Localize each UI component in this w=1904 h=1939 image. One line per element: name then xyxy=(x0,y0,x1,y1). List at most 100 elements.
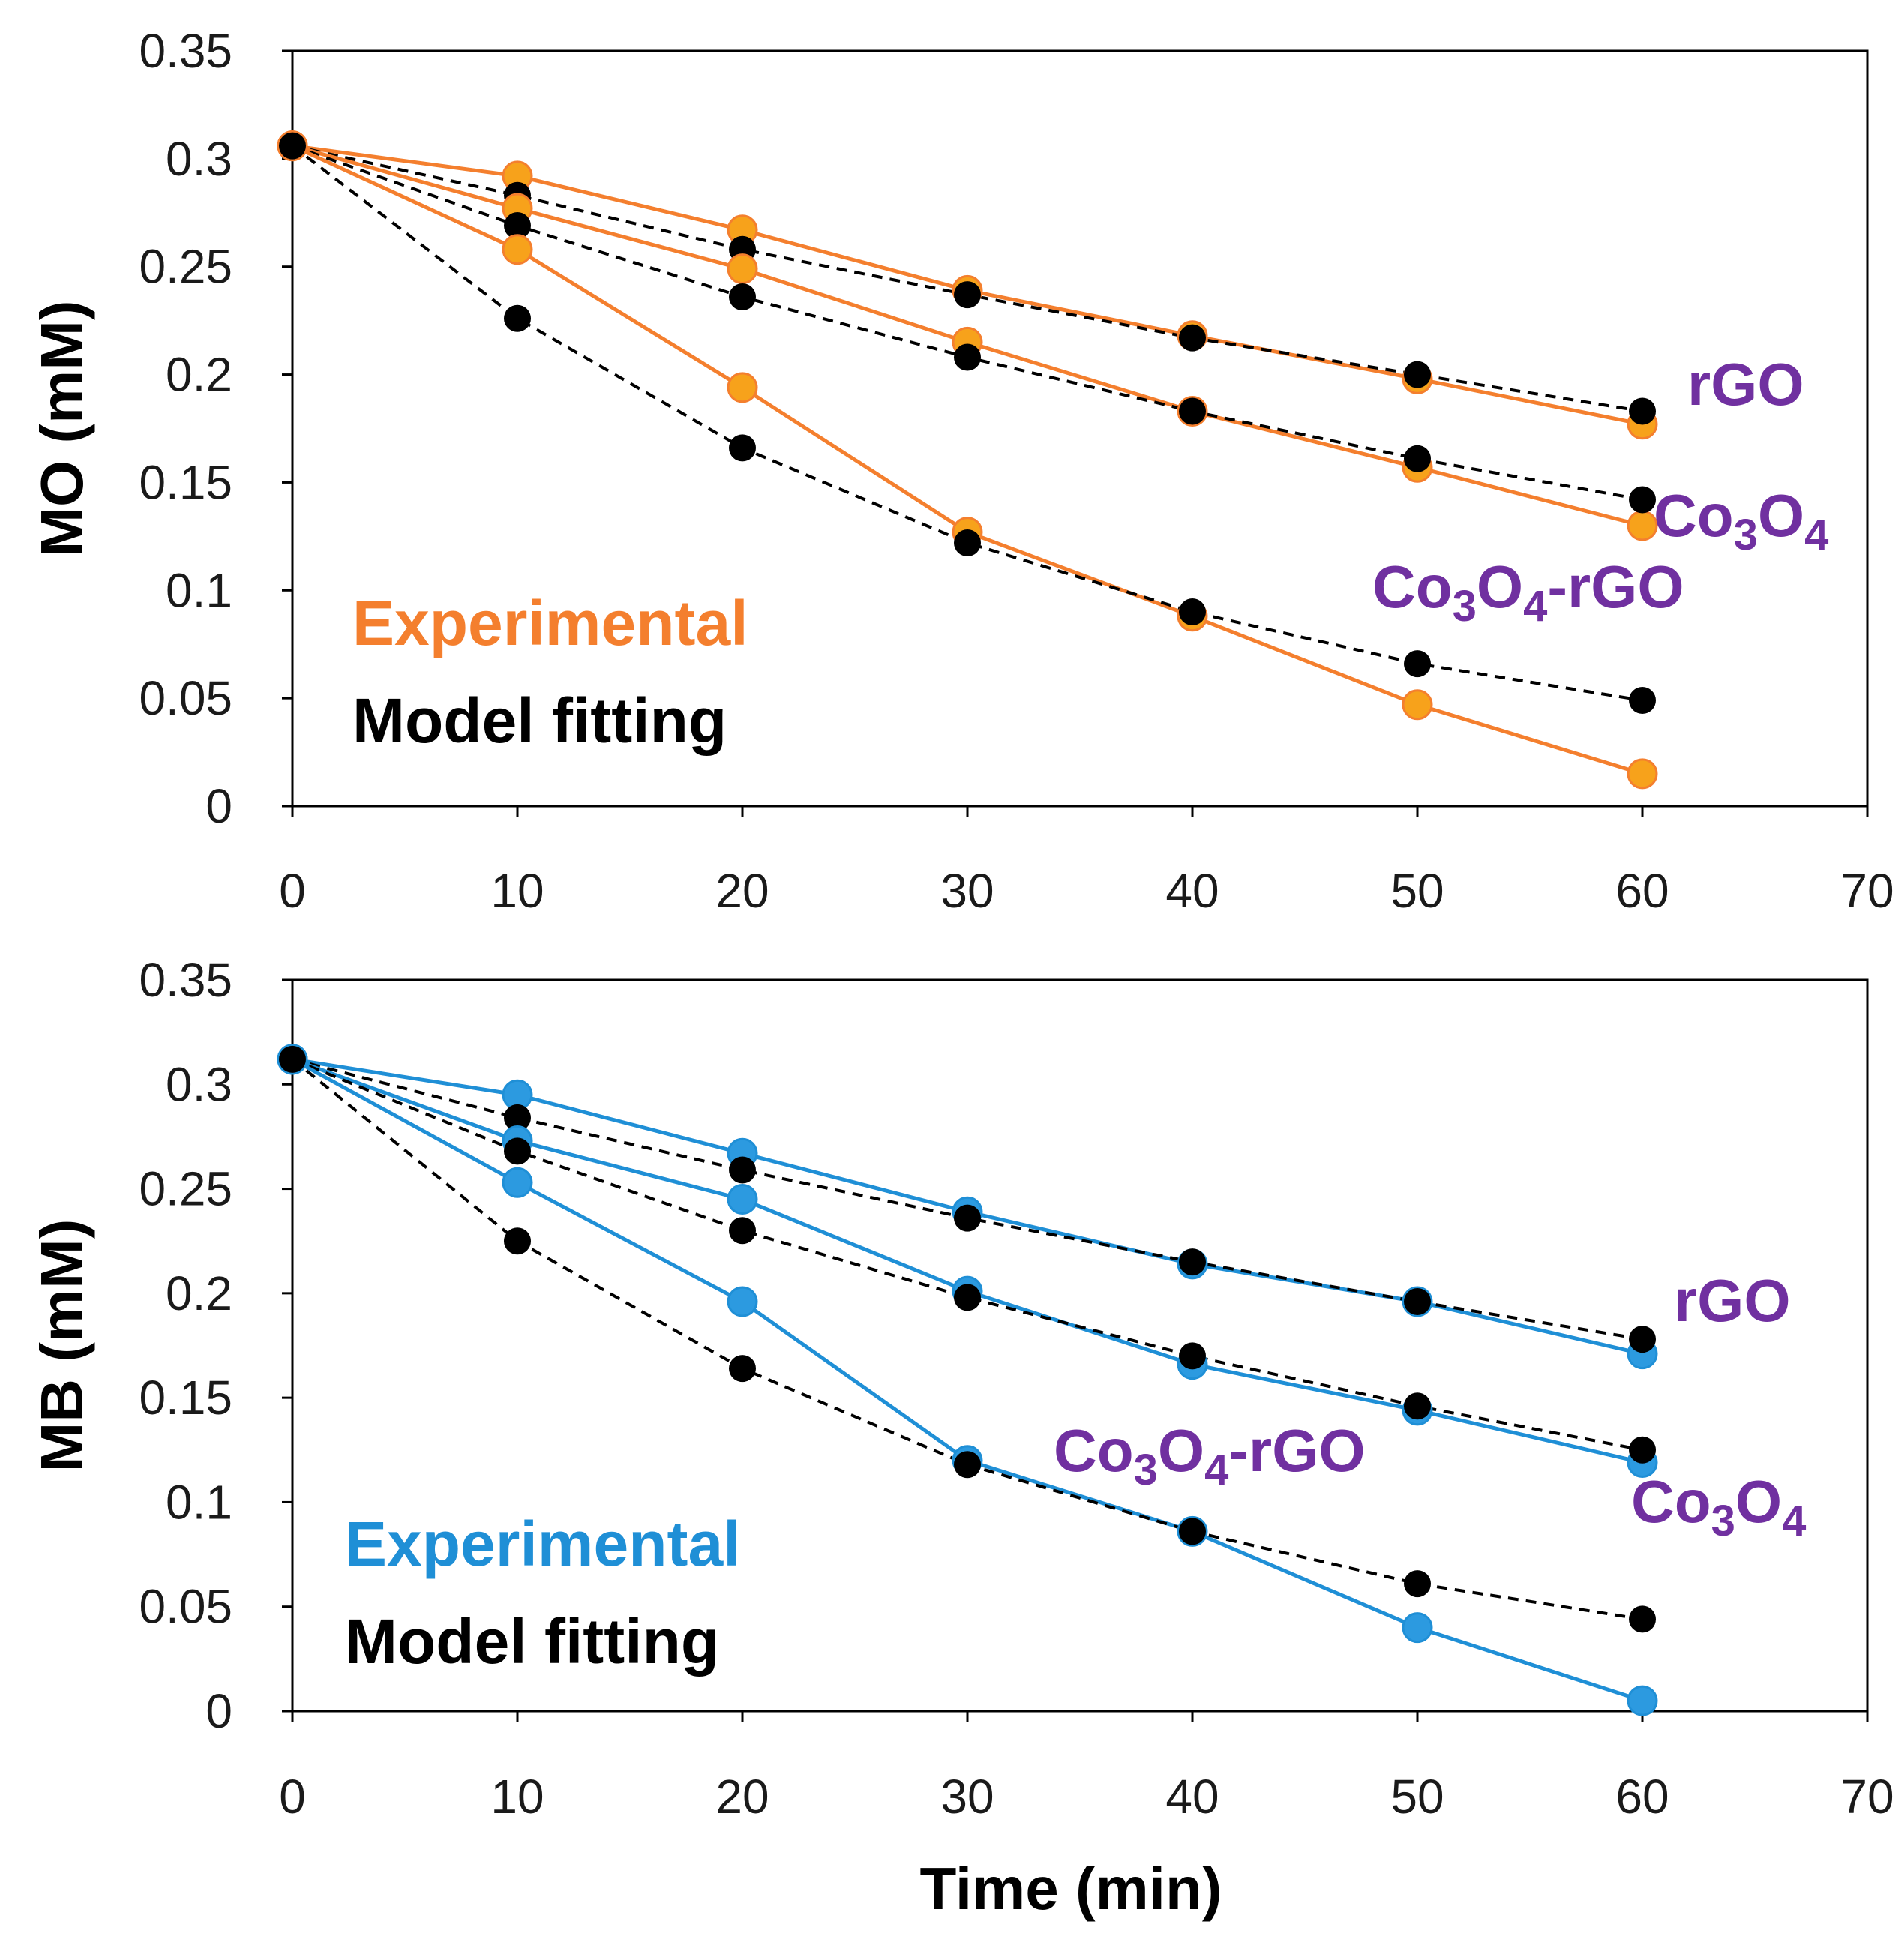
model-point-co3o4 xyxy=(1404,1392,1431,1420)
y-tick-label: 0.25 xyxy=(139,1162,232,1216)
model-point-rgo xyxy=(1404,361,1431,388)
model-point-co3o4 xyxy=(729,283,756,310)
experimental-point-co3o4rgo xyxy=(1402,689,1433,721)
experimental-point-co3o4rgo xyxy=(1402,1612,1433,1644)
x-axis-title: Time (min) xyxy=(919,1855,1222,1922)
model-point-co3o4rgo xyxy=(1629,1605,1656,1633)
y-tick-label: 0.05 xyxy=(139,1580,232,1634)
chart-panel-1: 0 10 20 30 40 50 60 70 0 0.05 0.1 0.15 0.2 0.25 0.3 0.3… xyxy=(28,24,1894,918)
y-tick-label: 0.1 xyxy=(166,1475,232,1529)
plot-area-frame xyxy=(291,49,1869,808)
experimental-line-co3o4 xyxy=(292,1057,1643,1464)
model-point-co3o4rgo xyxy=(279,132,306,160)
model-point-co3o4 xyxy=(504,1137,531,1165)
series-label-co3o4rgo: Co3O4-rGO xyxy=(1372,553,1684,631)
model-point-co3o4 xyxy=(504,212,531,240)
model-line-co3o4 xyxy=(292,144,1643,502)
model-point-co3o4 xyxy=(954,343,981,371)
experimental-point-co3o4rgo xyxy=(1627,758,1658,790)
legend-experimental: Experimental xyxy=(345,1509,741,1579)
y-tick-label: 0.1 xyxy=(166,563,232,617)
model-point-co3o4rgo xyxy=(1404,1570,1431,1598)
x-tick-label: 70 xyxy=(1840,1770,1894,1824)
model-point-rgo xyxy=(1179,1248,1206,1276)
model-point-co3o4 xyxy=(1404,445,1431,472)
model-point-co3o4 xyxy=(1179,1342,1206,1370)
model-point-co3o4 xyxy=(1179,397,1206,425)
x-tick-label: 60 xyxy=(1615,864,1669,918)
model-point-rgo xyxy=(1404,1288,1431,1315)
series-label-rgo: rGO xyxy=(1674,1267,1791,1334)
y-tick-label: 0.25 xyxy=(139,240,232,294)
model-point-rgo xyxy=(729,1156,756,1184)
x-tick-label: 50 xyxy=(1390,1770,1444,1824)
model-point-co3o4rgo xyxy=(504,304,531,332)
model-point-co3o4rgo xyxy=(504,1227,531,1255)
model-point-co3o4rgo xyxy=(1179,598,1206,626)
model-point-co3o4 xyxy=(729,1217,756,1245)
experimental-point-co3o4rgo xyxy=(727,372,758,403)
legend-model-fitting: Model fitting xyxy=(345,1606,719,1677)
y-tick-label: 0.2 xyxy=(166,348,232,402)
y-tick-label: 0.3 xyxy=(166,132,232,186)
y-axis-title: MO (mM) xyxy=(28,300,95,556)
y-tick-label: 0 xyxy=(205,1684,232,1738)
y-tick-label: 0.3 xyxy=(166,1057,232,1111)
legend-model-fitting: Model fitting xyxy=(352,685,727,756)
chart-panel-2: 0 10 20 30 40 50 60 70 0 0.05 0.1 0.15 0.2 0.25 0.3 0.3… xyxy=(28,953,1894,1922)
model-point-rgo xyxy=(954,1204,981,1232)
model-point-co3o4rgo xyxy=(954,529,981,556)
x-tick-label: 50 xyxy=(1390,864,1444,918)
x-tick-label: 30 xyxy=(940,864,994,918)
plot-area-frame xyxy=(291,978,1869,1713)
model-point-co3o4rgo xyxy=(279,1045,306,1073)
x-tick-label: 40 xyxy=(1165,864,1219,918)
model-point-co3o4rgo xyxy=(1179,1518,1206,1545)
model-point-rgo xyxy=(1629,1326,1656,1353)
model-point-co3o4rgo xyxy=(729,434,756,462)
x-tick-label: 10 xyxy=(490,1770,544,1824)
model-point-rgo xyxy=(1179,324,1206,352)
model-point-rgo xyxy=(954,281,981,309)
model-point-co3o4 xyxy=(954,1284,981,1311)
y-axis-title: MB (mM) xyxy=(28,1219,95,1473)
experimental-line-co3o4rgo xyxy=(291,1057,1643,1703)
x-tick-label: 10 xyxy=(490,864,544,918)
model-point-co3o4rgo xyxy=(1404,650,1431,678)
experimental-point-co3o4 xyxy=(727,1184,758,1215)
model-point-rgo xyxy=(1629,397,1656,425)
x-tick-label: 0 xyxy=(279,1770,306,1824)
model-point-co3o4 xyxy=(1629,486,1656,514)
experimental-line-co3o4rgo xyxy=(291,144,1643,776)
model-point-co3o4rgo xyxy=(954,1451,981,1479)
x-tick-label: 20 xyxy=(715,864,769,918)
experimental-point-co3o4rgo xyxy=(1627,1685,1658,1716)
x-tick-label: 60 xyxy=(1615,1770,1669,1824)
experimental-point-co3o4rgo xyxy=(502,1167,533,1198)
model-point-co3o4rgo xyxy=(1629,687,1656,715)
experimental-point-co3o4rgo xyxy=(727,1286,758,1317)
series-label-co3o4: Co3O4 xyxy=(1631,1468,1806,1545)
x-tick-label: 20 xyxy=(715,1770,769,1824)
experimental-point-co3o4rgo xyxy=(502,234,533,265)
model-point-co3o4 xyxy=(1629,1436,1656,1464)
y-tick-label: 0.35 xyxy=(139,953,232,1007)
model-point-co3o4rgo xyxy=(729,1355,756,1383)
y-tick-label: 0.15 xyxy=(139,1371,232,1425)
x-tick-label: 30 xyxy=(940,1770,994,1824)
y-tick-label: 0.35 xyxy=(139,24,232,78)
x-tick-label: 70 xyxy=(1840,864,1894,918)
experimental-point-co3o4 xyxy=(727,253,758,285)
model-point-rgo xyxy=(504,1104,531,1131)
y-tick-label: 0 xyxy=(205,779,232,833)
series-label-co3o4rgo: Co3O4-rGO xyxy=(1054,1417,1366,1494)
y-tick-label: 0.2 xyxy=(166,1266,232,1320)
x-tick-label: 0 xyxy=(279,864,306,918)
experimental-point-co3o4 xyxy=(1627,510,1658,541)
series-label-co3o4: Co3O4 xyxy=(1654,482,1828,559)
model-line-co3o4 xyxy=(292,1058,1643,1452)
legend-experimental: Experimental xyxy=(352,588,748,658)
y-tick-label: 0.05 xyxy=(139,671,232,725)
series-label-rgo: rGO xyxy=(1687,351,1804,418)
